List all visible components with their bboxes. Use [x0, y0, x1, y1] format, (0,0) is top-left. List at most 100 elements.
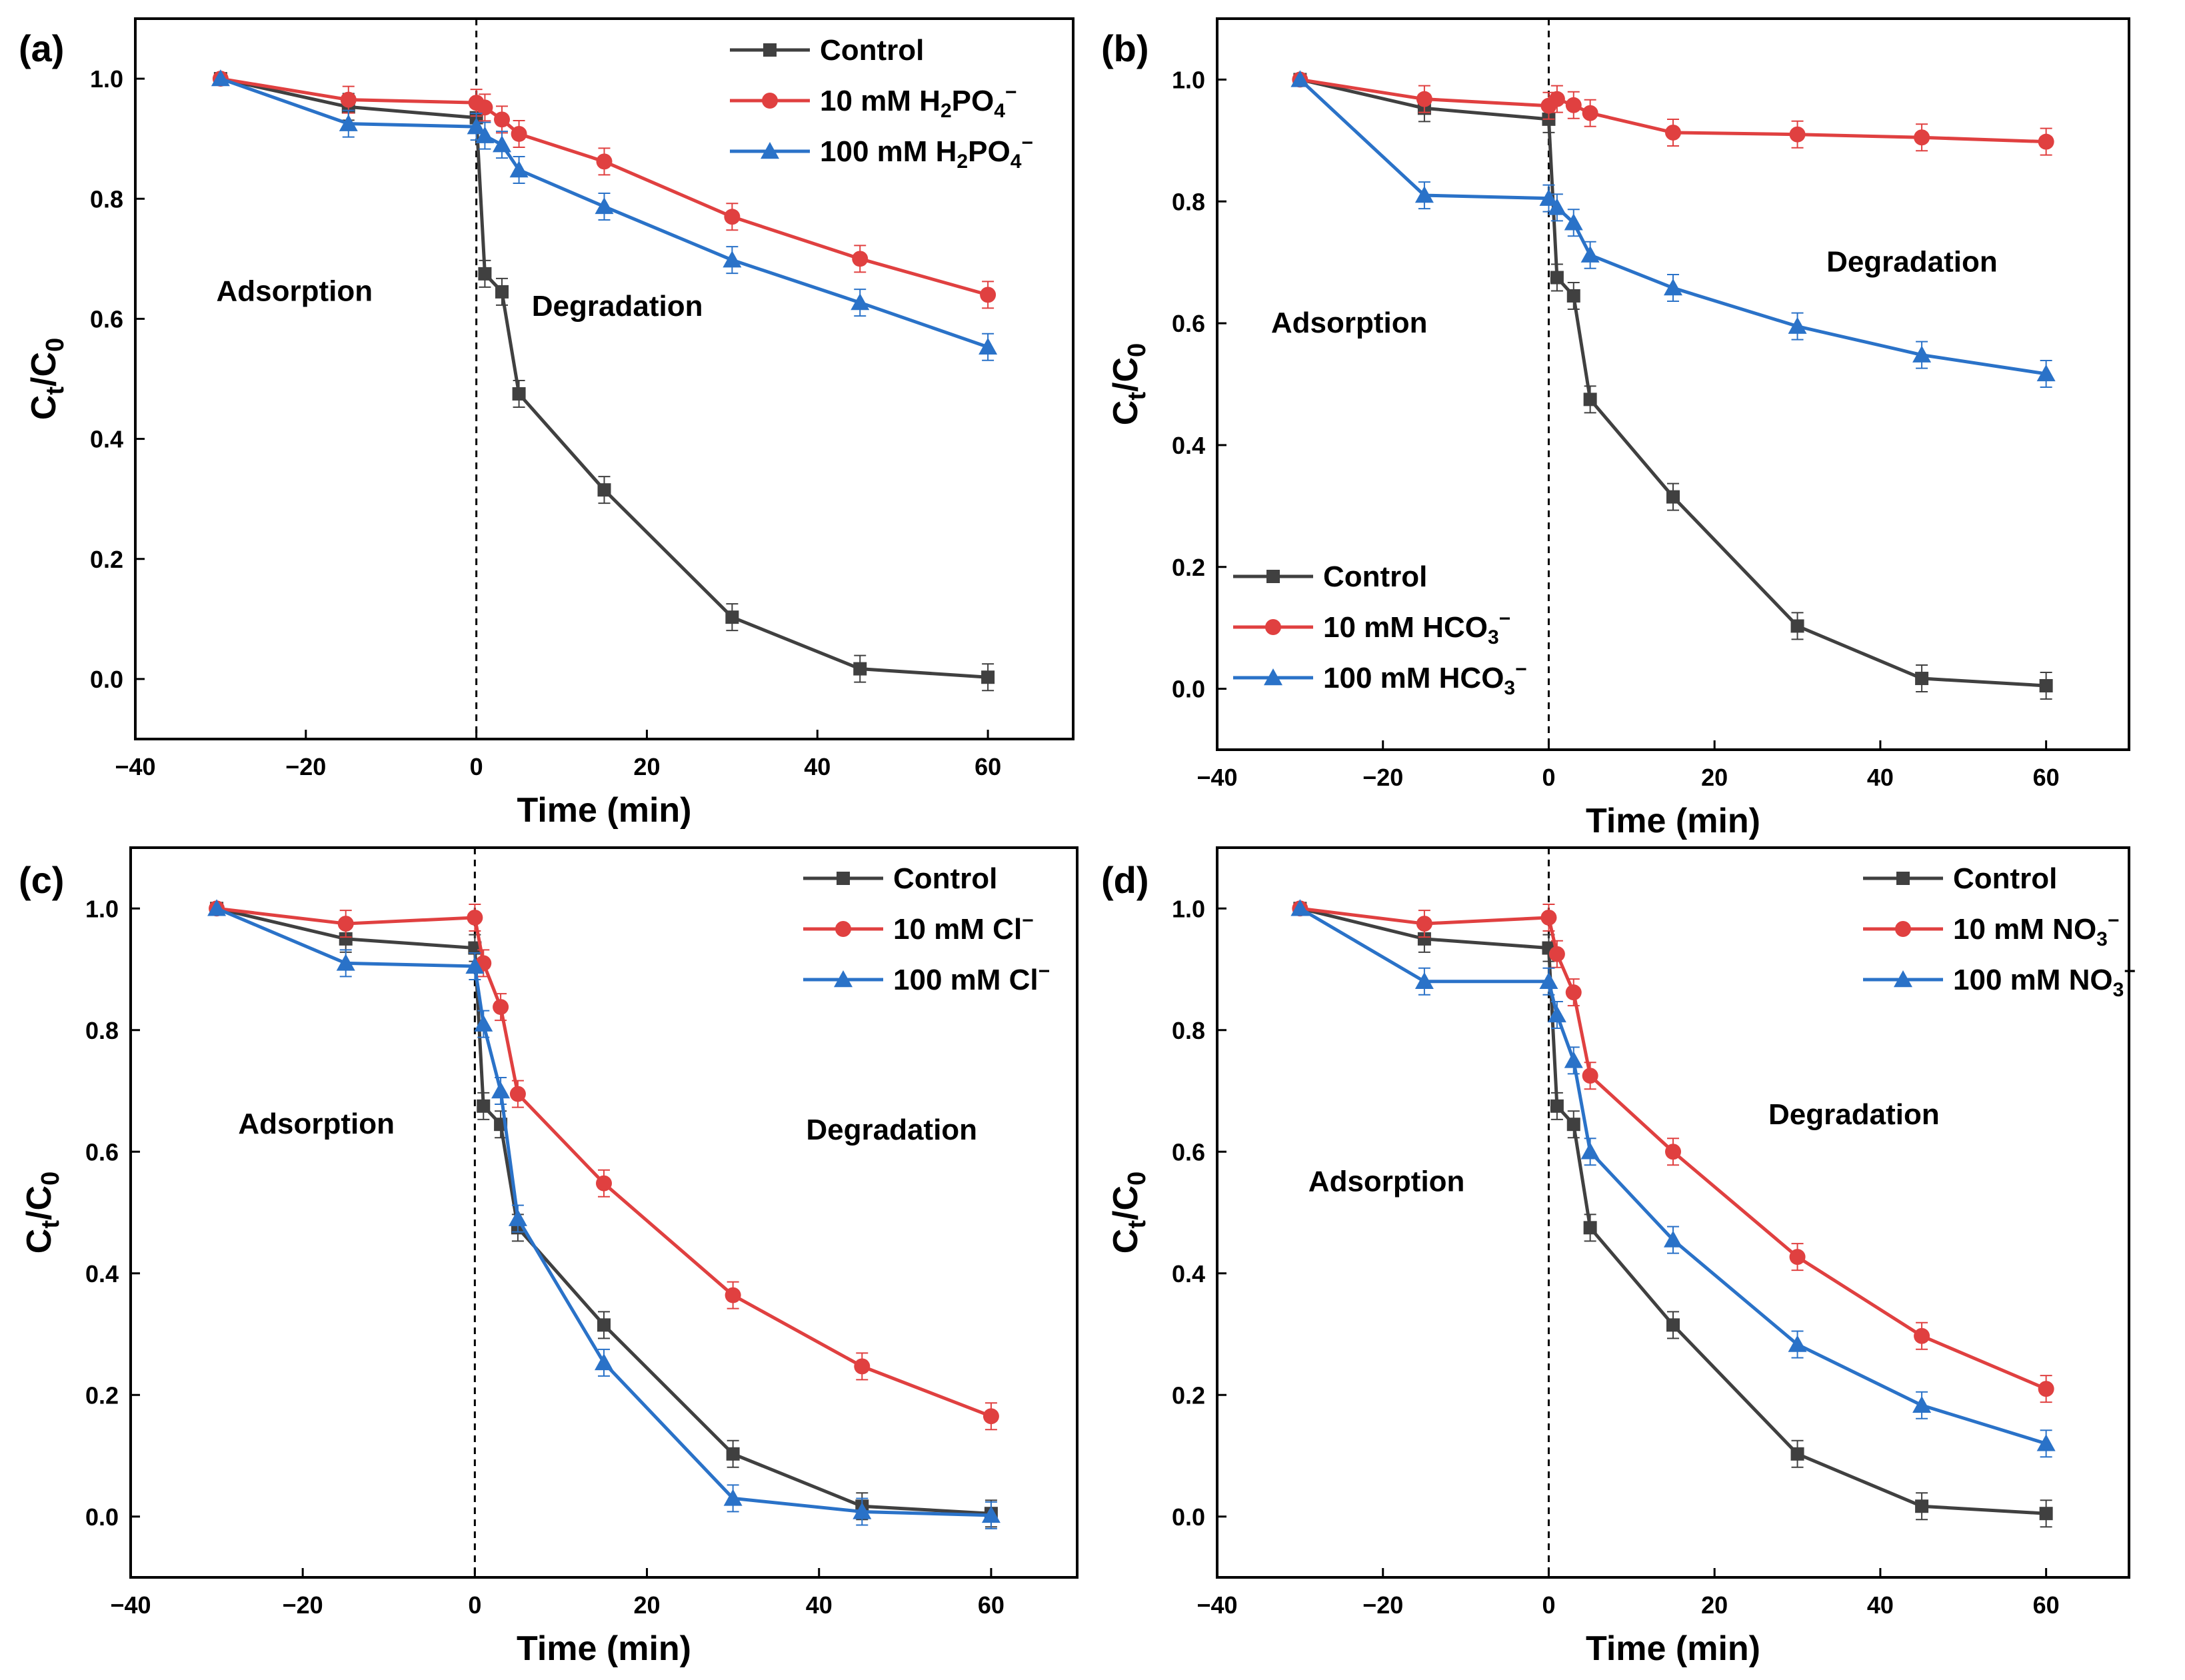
series-line	[1299, 907, 2047, 1445]
x-axis-label: Time (min)	[1586, 1629, 1760, 1668]
adsorption-label: Adsorption	[217, 275, 373, 307]
legend: Control 10 mM NO3− 100 mM NO3−	[1863, 862, 2136, 1001]
y-tick-label: 0.4	[1172, 432, 1205, 459]
data-point	[1914, 1327, 1930, 1344]
data-point	[1566, 289, 1580, 303]
x-tick-label: 0	[468, 1591, 481, 1619]
adsorption-label: Adsorption	[1271, 307, 1428, 339]
x-tick-label: 20	[1701, 1591, 1728, 1619]
legend-marker	[763, 43, 777, 57]
data-point	[2039, 679, 2053, 693]
data-point	[1582, 1068, 1598, 1084]
y-tick-label: 0.0	[1172, 676, 1205, 703]
data-point	[597, 1318, 611, 1332]
series-control	[1293, 73, 2053, 700]
y-tick-label: 0.4	[90, 426, 123, 453]
y-tick-label: 0.6	[85, 1138, 119, 1166]
legend: Control 10 mM HCO3− 100 mM HCO3−	[1233, 560, 1527, 699]
data-point	[1580, 1142, 1600, 1160]
series-high	[207, 899, 1001, 1529]
data-point	[468, 941, 482, 955]
legend-entry: 10 mM Cl−	[893, 910, 1034, 946]
data-point	[595, 1353, 613, 1371]
data-point	[1565, 97, 1582, 113]
series-line	[1299, 77, 2046, 688]
data-point	[1540, 909, 1557, 926]
data-point	[596, 1175, 612, 1192]
x-tick-label: 40	[1867, 1591, 1894, 1619]
y-tick-label: 0.2	[90, 546, 123, 573]
data-point	[1547, 1005, 1566, 1023]
x-tick-label: −40	[115, 753, 155, 780]
data-point	[467, 909, 483, 926]
data-point	[1665, 124, 1681, 141]
data-point	[509, 161, 529, 178]
legend-entry: 100 mM H2PO4−	[820, 132, 1033, 173]
legend-entry: Control	[820, 34, 924, 67]
series-line	[1299, 77, 2046, 144]
data-point	[1914, 129, 1930, 146]
data-point	[596, 153, 613, 170]
data-point	[508, 1209, 527, 1226]
data-point	[1790, 619, 1804, 633]
x-tick-label: −40	[1196, 764, 1237, 791]
degradation-label: Degradation	[806, 1114, 977, 1146]
x-tick-label: 60	[975, 753, 1001, 780]
data-point	[2038, 1381, 2054, 1397]
data-point	[1788, 1335, 1807, 1352]
y-tick-label: 0.0	[85, 1503, 119, 1531]
y-tick-label: 0.2	[1172, 554, 1205, 581]
data-point	[1290, 70, 1310, 87]
data-point	[1548, 91, 1565, 107]
y-axis-label: Ct/C0	[20, 1172, 65, 1254]
chart-panel-a: (a) −40 −20 0 20 40 60 0.0 0.2 0.4 0.6 0.8 1.0 Time (…	[19, 17, 1075, 830]
x-tick-label: 0	[1542, 1591, 1555, 1619]
data-point	[1666, 1318, 1680, 1332]
panel-letter: (a)	[19, 27, 64, 69]
data-point	[1912, 345, 1932, 363]
data-point	[1539, 189, 1558, 206]
legend-marker	[835, 921, 851, 937]
legend-marker	[1264, 668, 1282, 686]
data-point	[1665, 1144, 1681, 1160]
data-point	[981, 670, 995, 684]
y-tick-label: 0.8	[85, 1017, 119, 1044]
degradation-label: Degradation	[1826, 245, 1998, 278]
data-point	[597, 483, 611, 497]
data-point	[726, 1447, 740, 1461]
data-point	[723, 251, 742, 268]
data-point	[981, 1505, 1001, 1523]
data-point	[1582, 105, 1598, 121]
data-point	[1564, 213, 1583, 231]
data-point	[1664, 1230, 1682, 1248]
data-point	[1788, 317, 1807, 334]
legend-marker	[1896, 872, 1910, 885]
x-tick-label: 20	[634, 1591, 661, 1619]
adsorption-label: Adsorption	[238, 1108, 395, 1140]
y-tick-label: 0.6	[1172, 310, 1205, 337]
data-point	[1790, 1447, 1804, 1461]
series-line	[1298, 78, 2047, 376]
data-point	[595, 197, 614, 215]
chart-panel-b: (b) −40 −20 0 20 40 60 0.0 0.2 0.4 0.6 0.8 1.0 Time (…	[1101, 17, 2130, 840]
x-axis-label: Time (min)	[517, 1629, 691, 1668]
chart-panel-d: (d) −40 −20 0 20 40 60 0.0 0.2 0.4 0.6 0.8 1.0 Time (…	[1101, 846, 2136, 1668]
data-point	[853, 1502, 872, 1519]
legend-marker	[1266, 570, 1280, 583]
x-tick-label: 40	[804, 753, 831, 780]
data-point	[983, 1408, 999, 1425]
legend-entry: Control	[1953, 862, 2057, 895]
x-tick-label: 40	[1867, 764, 1894, 791]
data-point	[1789, 126, 1806, 143]
data-point	[493, 999, 509, 1016]
data-point	[1915, 672, 1929, 686]
x-tick-label: 60	[978, 1591, 1005, 1619]
plot-frame	[1216, 846, 2130, 1579]
x-tick-label: 0	[470, 753, 483, 780]
x-tick-label: 20	[633, 753, 660, 780]
data-point	[491, 1082, 511, 1099]
legend: Control 10 mM Cl− 100 mM Cl−	[803, 862, 1050, 996]
series-high	[211, 69, 998, 361]
y-tick-label: 0.8	[90, 185, 123, 213]
legend-entry: 10 mM HCO3−	[1323, 608, 1510, 648]
